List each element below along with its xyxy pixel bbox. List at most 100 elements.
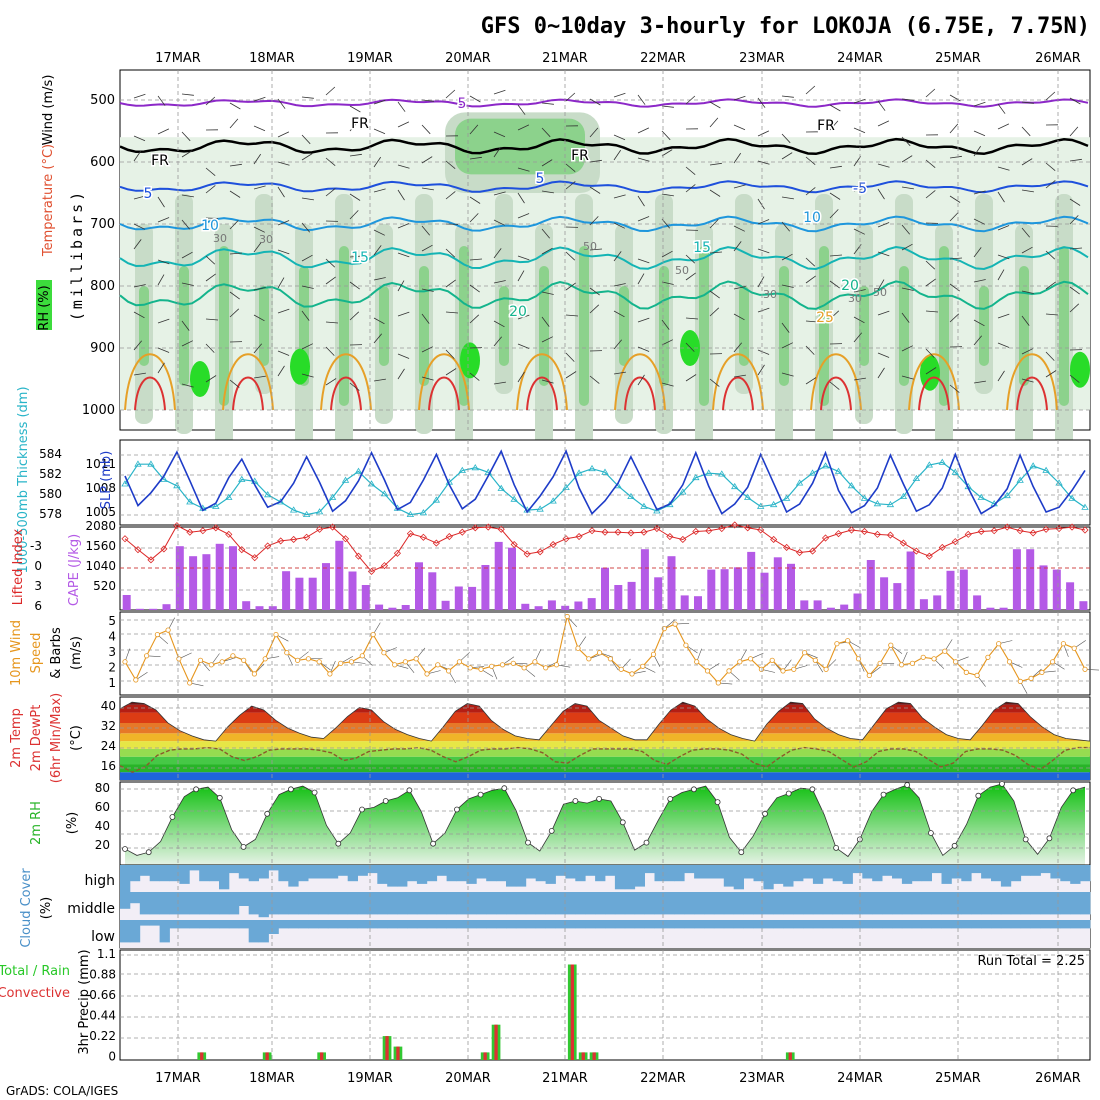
li-point bbox=[277, 537, 285, 545]
rh2m-point bbox=[359, 806, 365, 813]
wind-barb bbox=[853, 228, 865, 235]
wind-barb bbox=[637, 216, 650, 222]
wind-barb bbox=[733, 342, 743, 353]
wind-barb bbox=[973, 335, 983, 346]
cloud-cell bbox=[179, 920, 190, 929]
cloud-cell bbox=[872, 920, 883, 929]
cloud-cell bbox=[416, 892, 428, 915]
cloud-cell bbox=[228, 892, 240, 915]
thickness-point bbox=[238, 475, 246, 482]
wind-barb bbox=[661, 382, 674, 387]
li-point bbox=[653, 524, 661, 533]
cloud-cell bbox=[387, 865, 398, 887]
cloud-cell bbox=[803, 920, 814, 929]
wind-barb bbox=[637, 374, 645, 386]
precip-conv-label: Convective bbox=[0, 986, 70, 1001]
wind-barb bbox=[421, 99, 434, 102]
cloud-cell bbox=[1020, 920, 1031, 929]
wind-barb bbox=[325, 188, 336, 197]
cloud-unit: (%) bbox=[39, 897, 54, 920]
wind-barb bbox=[205, 185, 216, 194]
wind-barb bbox=[541, 228, 551, 239]
wind-barb bbox=[181, 383, 194, 388]
cloud-cell bbox=[248, 920, 259, 943]
cloud-cell bbox=[614, 892, 626, 915]
wind10m-point bbox=[564, 613, 570, 620]
li-point bbox=[1016, 527, 1024, 535]
bottom-date-label: 17MAR bbox=[155, 1071, 201, 1086]
credit: GrADS: COLA/IGES bbox=[6, 1084, 118, 1098]
wind10m-point bbox=[920, 654, 926, 660]
wind-barb bbox=[613, 283, 626, 287]
wind-barb bbox=[277, 98, 286, 109]
wind-barb bbox=[661, 250, 673, 258]
cloud-cell bbox=[298, 865, 309, 882]
wind10m-point bbox=[812, 657, 818, 663]
li-point bbox=[809, 547, 817, 555]
cloud-cell bbox=[120, 865, 131, 892]
bottom-date-label: 24MAR bbox=[837, 1071, 883, 1086]
wind10m-point bbox=[801, 650, 808, 656]
rh2m-point bbox=[643, 839, 650, 846]
cloud-cell bbox=[238, 892, 250, 906]
cloud-cell bbox=[1030, 865, 1041, 876]
wind10m-point bbox=[284, 650, 290, 656]
cloud-cell bbox=[308, 865, 319, 879]
cloud-cell bbox=[723, 865, 735, 887]
wind10m-point bbox=[974, 672, 980, 679]
cloud-cell bbox=[278, 920, 289, 929]
wind-barb bbox=[949, 313, 960, 323]
cape-bar bbox=[322, 563, 330, 610]
cloud-cell bbox=[605, 920, 616, 929]
wind-barb bbox=[805, 275, 816, 284]
cloud-cell bbox=[367, 865, 378, 874]
cloud-cell bbox=[822, 920, 834, 929]
wind-barb bbox=[637, 346, 650, 352]
wind-barb bbox=[397, 101, 406, 112]
pressure-tick-label: 500 bbox=[90, 93, 115, 108]
wind-barb bbox=[133, 340, 143, 351]
wind-barb bbox=[205, 167, 216, 177]
rh2m-point bbox=[145, 849, 152, 856]
slp-tick: 1011 bbox=[85, 457, 116, 471]
wind10m-point bbox=[273, 631, 279, 638]
wind-barb bbox=[829, 254, 843, 257]
isotherm-30 bbox=[134, 376, 166, 411]
cloud-cell bbox=[1050, 892, 1061, 915]
cloud-cell bbox=[624, 920, 636, 929]
wind-barb bbox=[181, 320, 190, 331]
wind-barb bbox=[781, 322, 790, 333]
cloud-cell bbox=[189, 892, 200, 915]
cloud-cell bbox=[991, 865, 1002, 882]
wind-barb bbox=[1069, 374, 1080, 383]
cape-bar bbox=[959, 569, 968, 610]
cape-bar bbox=[162, 604, 171, 610]
wind-barb bbox=[301, 197, 314, 201]
slp-frame bbox=[119, 439, 1091, 526]
wind-barb bbox=[733, 374, 746, 378]
wind-barb bbox=[493, 280, 506, 284]
wind-barb bbox=[829, 192, 841, 200]
cloud-cell bbox=[486, 892, 497, 915]
wind-barb bbox=[613, 339, 623, 350]
wind-barb bbox=[997, 166, 1010, 171]
run-total: Run Total = 2.25 bbox=[977, 954, 1085, 969]
cloud-cell bbox=[159, 920, 170, 943]
wind-barb bbox=[541, 127, 551, 138]
wind-barb bbox=[589, 159, 602, 163]
wind10m-point bbox=[230, 653, 236, 659]
rh2m-point bbox=[453, 806, 460, 813]
thickness-point bbox=[588, 464, 596, 472]
cape-bar bbox=[282, 571, 291, 610]
top-date-label: 21MAR bbox=[542, 51, 588, 66]
isotherm-25 bbox=[908, 353, 960, 411]
wind-barb bbox=[133, 93, 146, 99]
rh-band-bright bbox=[460, 342, 480, 379]
wind10m-point bbox=[305, 656, 311, 662]
wind-barb bbox=[661, 193, 674, 197]
wind-barb bbox=[877, 352, 890, 358]
wind-barb bbox=[349, 193, 361, 201]
cloud-cell bbox=[506, 920, 517, 929]
cape-bar bbox=[614, 585, 623, 610]
cloud-cell bbox=[605, 892, 616, 915]
